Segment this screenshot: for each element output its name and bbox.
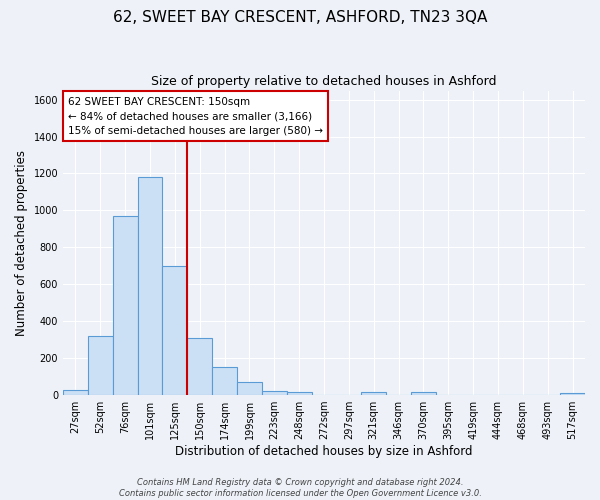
Bar — [113, 216, 137, 394]
Bar — [237, 382, 262, 394]
Bar — [411, 392, 436, 394]
Bar — [287, 392, 311, 394]
Bar — [137, 177, 163, 394]
Bar — [560, 392, 585, 394]
Text: Contains HM Land Registry data © Crown copyright and database right 2024.
Contai: Contains HM Land Registry data © Crown c… — [119, 478, 481, 498]
Y-axis label: Number of detached properties: Number of detached properties — [15, 150, 28, 336]
Bar — [88, 336, 113, 394]
Bar — [262, 391, 287, 394]
Bar — [361, 392, 386, 394]
Bar — [163, 266, 187, 394]
X-axis label: Distribution of detached houses by size in Ashford: Distribution of detached houses by size … — [175, 444, 473, 458]
Title: Size of property relative to detached houses in Ashford: Size of property relative to detached ho… — [151, 75, 497, 88]
Bar — [212, 367, 237, 394]
Bar — [187, 338, 212, 394]
Text: 62, SWEET BAY CRESCENT, ASHFORD, TN23 3QA: 62, SWEET BAY CRESCENT, ASHFORD, TN23 3Q… — [113, 10, 487, 25]
Text: 62 SWEET BAY CRESCENT: 150sqm
← 84% of detached houses are smaller (3,166)
15% o: 62 SWEET BAY CRESCENT: 150sqm ← 84% of d… — [68, 96, 323, 136]
Bar — [63, 390, 88, 394]
